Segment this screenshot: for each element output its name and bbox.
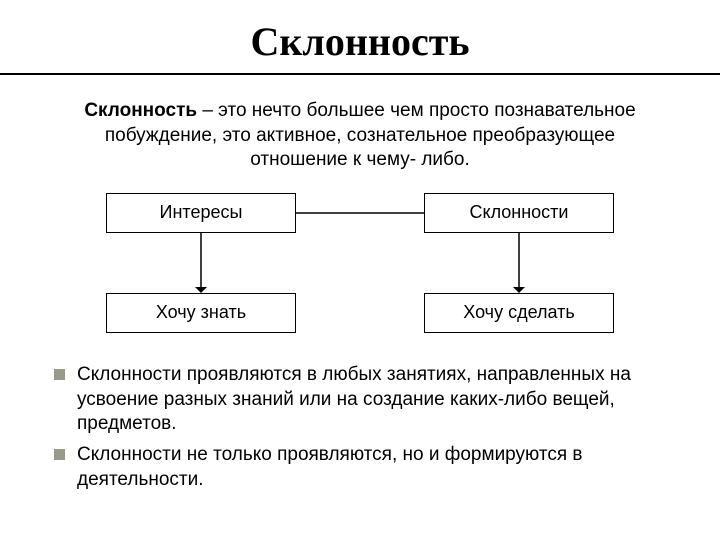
bullet-list: Склонности проявляются в любых занятиях,… [40, 363, 680, 492]
box-top-left: Интересы [106, 193, 296, 233]
slide-container: Склонность Склонность – это нечто больше… [0, 0, 720, 540]
box-bot-right: Хочу сделать [424, 293, 614, 333]
bullet-text: Склонности не только проявляются, но и ф… [77, 443, 666, 492]
square-bullet-icon [54, 449, 65, 460]
slide-title: Склонность [40, 18, 680, 65]
list-item: Склонности проявляются в любых занятиях,… [54, 363, 666, 437]
horizontal-rule [0, 73, 720, 75]
arrow-right [513, 233, 525, 293]
box-top-right: Склонности [424, 193, 614, 233]
definition-text: Склонность – это нечто большее чем прост… [40, 99, 680, 173]
square-bullet-icon [54, 369, 65, 380]
list-item: Склонности не только проявляются, но и ф… [54, 443, 666, 492]
arrow-left [195, 233, 207, 293]
definition-term: Склонность [84, 100, 197, 121]
diagram-area: Интересы Склонности Хочу знать Хочу сдел… [40, 193, 680, 343]
box-bot-left: Хочу знать [106, 293, 296, 333]
bullet-text: Склонности проявляются в любых занятиях,… [77, 363, 666, 437]
